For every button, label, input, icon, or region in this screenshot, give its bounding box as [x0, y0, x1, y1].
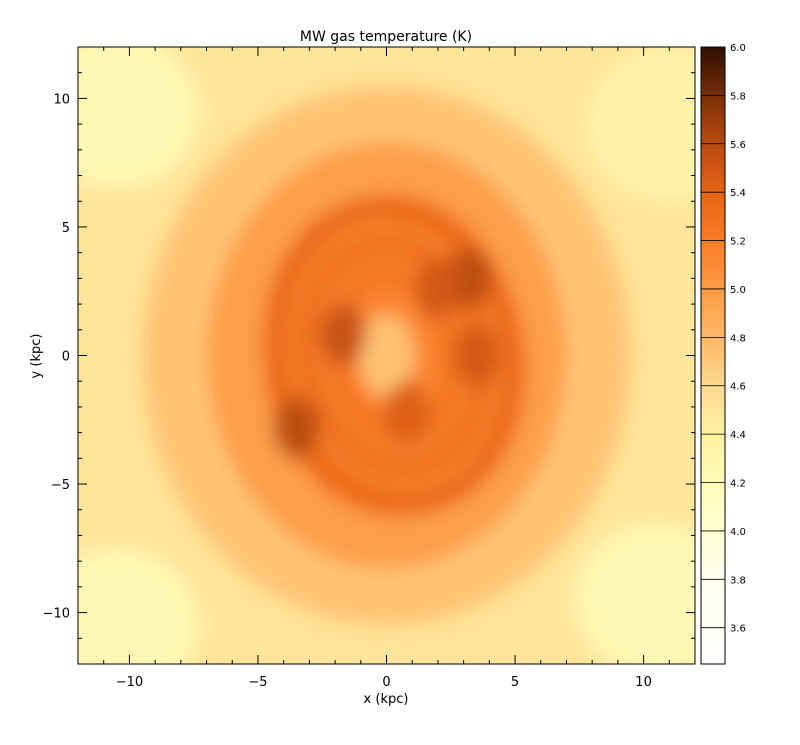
colorbar-tick-label: 4.2 [730, 479, 746, 490]
chart-title: MW gas temperature (K) [300, 29, 472, 45]
colorbar-tick-label: 6.0 [730, 43, 746, 54]
y-tick-label: −10 [43, 607, 70, 622]
x-tick-label: −10 [116, 675, 143, 690]
hotspot-0 [273, 396, 320, 459]
cool-region-1 [574, 522, 695, 664]
colorbar: 3.6 3.8 4.0 4.2 4.4 4.6 4.8 5.0 5.2 5.4 5.6 5.8 6.0 [700, 43, 746, 665]
x-axis-label: x (kpc) [364, 692, 409, 707]
y-tick-label: 5 [62, 221, 70, 236]
colorbar-tick-label: 5.0 [730, 285, 746, 296]
x-tick-label: −5 [248, 675, 267, 690]
colorbar-tick-label: 4.4 [730, 430, 746, 441]
y-axis-label: y (kpc) [29, 334, 44, 379]
plot-area [77, 46, 696, 665]
colorbar-tick-label: 5.4 [730, 188, 746, 199]
cool-region-2 [78, 548, 199, 664]
x-tick-label: 0 [382, 675, 390, 690]
colorbar-tick-label: 4.0 [730, 527, 746, 538]
cool-region-3 [587, 47, 695, 202]
colorbar-tick-label: 3.6 [730, 624, 746, 635]
hotspot-1 [319, 304, 366, 366]
y-tick-label: 0 [62, 350, 70, 365]
x-axis: −10 −5 0 5 10 [77, 47, 696, 690]
spiral-arm-0 [262, 196, 526, 515]
colorbar-tick-label: 4.8 [730, 333, 746, 344]
y-tick-label: 10 [53, 92, 70, 107]
hotspot-4 [453, 324, 500, 387]
colorbar-tick-label: 5.8 [730, 91, 746, 102]
colorbar-tick-label: 5.2 [730, 237, 746, 248]
colorbar-tick-label: 5.6 [730, 140, 746, 151]
cool-region-0 [78, 47, 199, 189]
core-region [358, 314, 415, 397]
heat-field [78, 47, 695, 664]
y-tick-label: −5 [51, 478, 70, 493]
y-axis: −10 −5 0 5 10 [43, 46, 695, 665]
colorbar-tick-label: 4.6 [730, 382, 746, 393]
colorbar-gradient [700, 46, 726, 665]
hotspot-5 [383, 381, 431, 443]
x-tick-label: 10 [635, 675, 652, 690]
x-tick-label: 5 [511, 675, 519, 690]
colorbar-tick-label: 3.8 [730, 575, 746, 586]
hotspot-3 [414, 257, 462, 320]
